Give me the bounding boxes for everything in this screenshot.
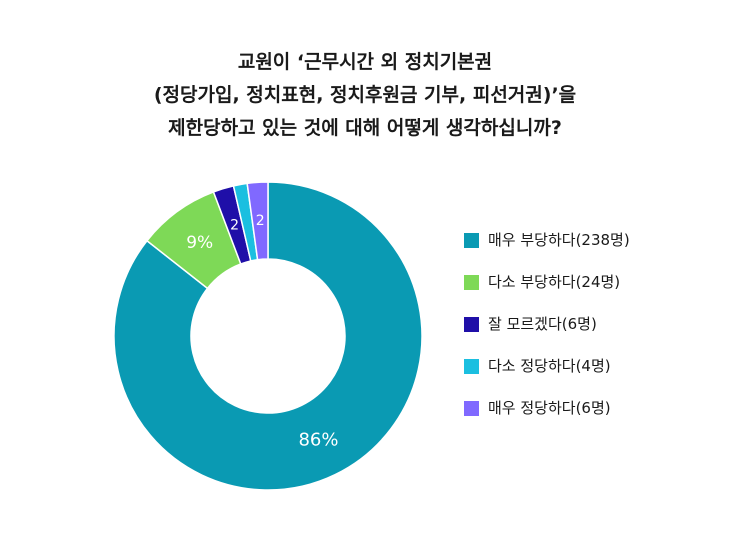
legend-swatch — [464, 274, 479, 290]
legend-item: 다소 부당하다(24명) — [464, 273, 630, 291]
legend-item: 다소 정당하다(4명) — [464, 357, 630, 375]
title-line-2: (정당가입, 정치표현, 정치후원금 기부, 피선거권)’을 — [153, 84, 577, 106]
legend-label: 다소 정당하다(4명) — [488, 357, 611, 375]
legend-swatch — [464, 316, 479, 332]
pie-slice — [246, 181, 269, 261]
legend-label: 매우 정당하다(6명) — [488, 399, 611, 417]
slice-data-label: 86% — [298, 429, 338, 450]
title-line-3: 제한당하고 있는 것에 대해 어떻게 생각하십니까? — [168, 117, 562, 139]
slice-data-label: 2 — [230, 217, 239, 233]
slice-data-label: 2 — [256, 213, 265, 229]
legend-swatch — [464, 358, 479, 374]
chart-legend: 매우 부당하다(238명) 다소 부당하다(24명) 잘 모르겠다(6명) 다소… — [464, 231, 630, 441]
legend-item: 매우 정당하다(6명) — [464, 399, 630, 417]
pie-slice — [113, 181, 423, 491]
legend-swatch — [464, 400, 479, 416]
legend-label: 다소 부당하다(24명) — [488, 273, 621, 291]
legend-label: 매우 부당하다(238명) — [488, 231, 630, 249]
legend-item: 잘 모르겠다(6명) — [464, 315, 630, 333]
slice-data-label: 9% — [186, 233, 213, 253]
legend-label: 잘 모르겠다(6명) — [488, 315, 597, 333]
legend-swatch — [464, 232, 479, 248]
legend-item: 매우 부당하다(238명) — [464, 231, 630, 249]
chart-title: 교원이 ‘근무시간 외 정치기본권 (정당가입, 정치표현, 정치후원금 기부,… — [0, 46, 730, 145]
title-line-1: 교원이 ‘근무시간 외 정치기본권 — [237, 51, 493, 73]
